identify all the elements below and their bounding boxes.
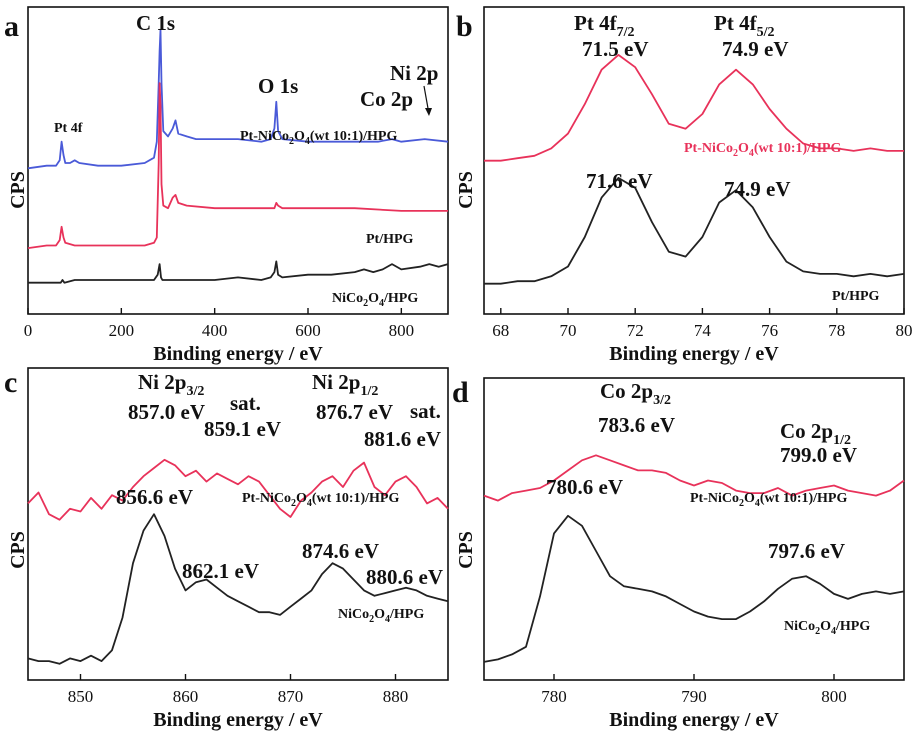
peak-label-pt4f72: Pt 4f7/2 xyxy=(574,11,634,40)
peak-label-c-6: 874.6 eV xyxy=(302,539,379,563)
panel-b-xtick-label-5: 78 xyxy=(828,321,845,340)
panel-b-series-line-1 xyxy=(484,176,905,285)
panel-b-series-label-1: Pt/HPG xyxy=(832,289,880,304)
panel-c-xtick-label-3: 880 xyxy=(383,687,409,706)
peak-label-co2p32: Co 2p3/2 xyxy=(600,379,671,408)
panel-b-xtick-label-3: 74 xyxy=(694,321,712,340)
peak-label-co2p: Co 2p xyxy=(360,87,413,111)
panel-a-series-line-2 xyxy=(28,260,449,284)
panel-a-series-label-2: NiCo2O4/HPG xyxy=(332,291,418,309)
panel-d-frame xyxy=(483,377,905,681)
peak-label-ni2p12: Ni 2p1/2 xyxy=(312,370,378,399)
panel-c: c 850 860 870 880 CPS Binding energy / eV N… xyxy=(4,366,449,731)
panel-a-ylabel: CPS xyxy=(7,171,29,209)
ni2p-arrow-head xyxy=(425,108,432,116)
peak-label-d-2: 780.6 eV xyxy=(546,475,623,499)
panel-c-frame xyxy=(27,367,449,681)
panel-a-xtick-label-0: 0 xyxy=(24,321,33,340)
panel-a-xlabel: Binding energy / eV xyxy=(153,343,323,365)
peak-label-c-7: 880.6 eV xyxy=(366,565,443,589)
panel-a-series-label-1: Pt/HPG xyxy=(366,232,414,247)
peak-label-c-5: 862.1 eV xyxy=(182,559,259,583)
peak-label-c-sat1: sat. xyxy=(230,391,261,415)
peak-label-d-3: 797.6 eV xyxy=(768,539,845,563)
panel-b-xtick-label-4: 76 xyxy=(761,321,778,340)
panel-b-xlabel: Binding energy / eV xyxy=(609,343,779,365)
peak-label-c-2: 876.7 eV xyxy=(316,400,393,424)
panel-c-series-line-1 xyxy=(27,513,449,665)
peak-label-c-1: 859.1 eV xyxy=(204,417,281,441)
panel-c-letter: c xyxy=(4,366,17,399)
panel-b-frame xyxy=(483,6,905,315)
panel-b-series-label-0: Pt-NiCo2O4(wt 10:1)/HPG xyxy=(684,141,841,159)
panel-d-series-line-0 xyxy=(483,454,905,502)
panel-d-xtick-label-2: 800 xyxy=(821,687,847,706)
peak-label-b-2: 71.6 eV xyxy=(586,169,653,193)
peak-label-ni2p32: Ni 2p3/2 xyxy=(138,370,204,399)
panel-b-ylabel: CPS xyxy=(455,171,477,209)
panel-c-series-label-0: Pt-NiCo2O4(wt 10:1)/HPG xyxy=(242,491,399,509)
peak-label-c-4: 856.6 eV xyxy=(116,485,193,509)
panel-b-xtick-label-0: 68 xyxy=(492,321,509,340)
peak-label-c-3: 881.6 eV xyxy=(364,427,441,451)
panel-a-xtick-label-1: 200 xyxy=(109,321,135,340)
panel-a-xtick-label-2: 400 xyxy=(202,321,228,340)
panel-b-series-line-0 xyxy=(484,54,904,162)
panel-d-xtick-label-1: 790 xyxy=(681,687,707,706)
peak-label-o1s: O 1s xyxy=(258,74,298,98)
panel-a-xtick-label-3: 600 xyxy=(295,321,321,340)
panel-d: d 780 790 800 CPS Binding energy / eV Co 2… xyxy=(452,376,905,731)
panel-d-xlabel: Binding energy / eV xyxy=(609,709,779,731)
peak-label-pt4f: Pt 4f xyxy=(54,121,83,136)
panel-d-xtick-label-0: 780 xyxy=(541,687,567,706)
panel-c-xtick-label-1: 860 xyxy=(173,687,199,706)
peak-label-b-0: 71.5 eV xyxy=(582,37,649,61)
panel-a: a 0 200 400 600 800 CPS Binding energy / eV … xyxy=(4,6,449,365)
panel-c-ylabel: CPS xyxy=(7,531,29,569)
panel-c-xtick-label-2: 870 xyxy=(278,687,304,706)
panel-a-series-line-0 xyxy=(27,29,449,170)
panel-b-xtick-label-2: 72 xyxy=(627,321,644,340)
panel-b: b 68 70 72 74 76 78 80 CPS Binding energy / eV… xyxy=(455,6,913,365)
peak-label-d-1: 799.0 eV xyxy=(780,443,857,467)
peak-label-ni2p: Ni 2p xyxy=(390,61,438,85)
panel-c-series-line-0 xyxy=(27,458,449,521)
panel-d-ylabel: CPS xyxy=(455,531,477,569)
panel-c-xtick-label-0: 850 xyxy=(68,687,94,706)
peak-label-c-sat2: sat. xyxy=(410,399,441,423)
panel-d-letter: d xyxy=(452,376,469,409)
panel-c-series-label-1: NiCo2O4/HPG xyxy=(338,607,424,625)
panel-a-series-line-1 xyxy=(27,82,448,249)
panel-c-xlabel: Binding energy / eV xyxy=(153,709,323,731)
panel-a-frame xyxy=(27,6,449,315)
peak-label-b-3: 74.9 eV xyxy=(724,177,791,201)
panel-d-series-line-1 xyxy=(483,514,905,663)
panel-a-xtick-label-4: 800 xyxy=(389,321,415,340)
panel-d-series-label-0: Pt-NiCo2O4(wt 10:1)/HPG xyxy=(690,491,847,509)
panel-a-letter: a xyxy=(4,10,19,43)
peak-label-c1s: C 1s xyxy=(136,11,175,35)
panel-b-xtick-label-6: 80 xyxy=(896,321,913,340)
panel-b-letter: b xyxy=(456,10,473,43)
panel-a-series-label-0: Pt-NiCo2O4(wt 10:1)/HPG xyxy=(240,129,397,147)
peak-label-d-0: 783.6 eV xyxy=(598,413,675,437)
peak-label-pt4f52: Pt 4f5/2 xyxy=(714,11,774,40)
peak-label-c-0: 857.0 eV xyxy=(128,400,205,424)
panel-d-series-label-1: NiCo2O4/HPG xyxy=(784,619,870,637)
peak-label-b-1: 74.9 eV xyxy=(722,37,789,61)
panel-b-xtick-label-1: 70 xyxy=(560,321,577,340)
